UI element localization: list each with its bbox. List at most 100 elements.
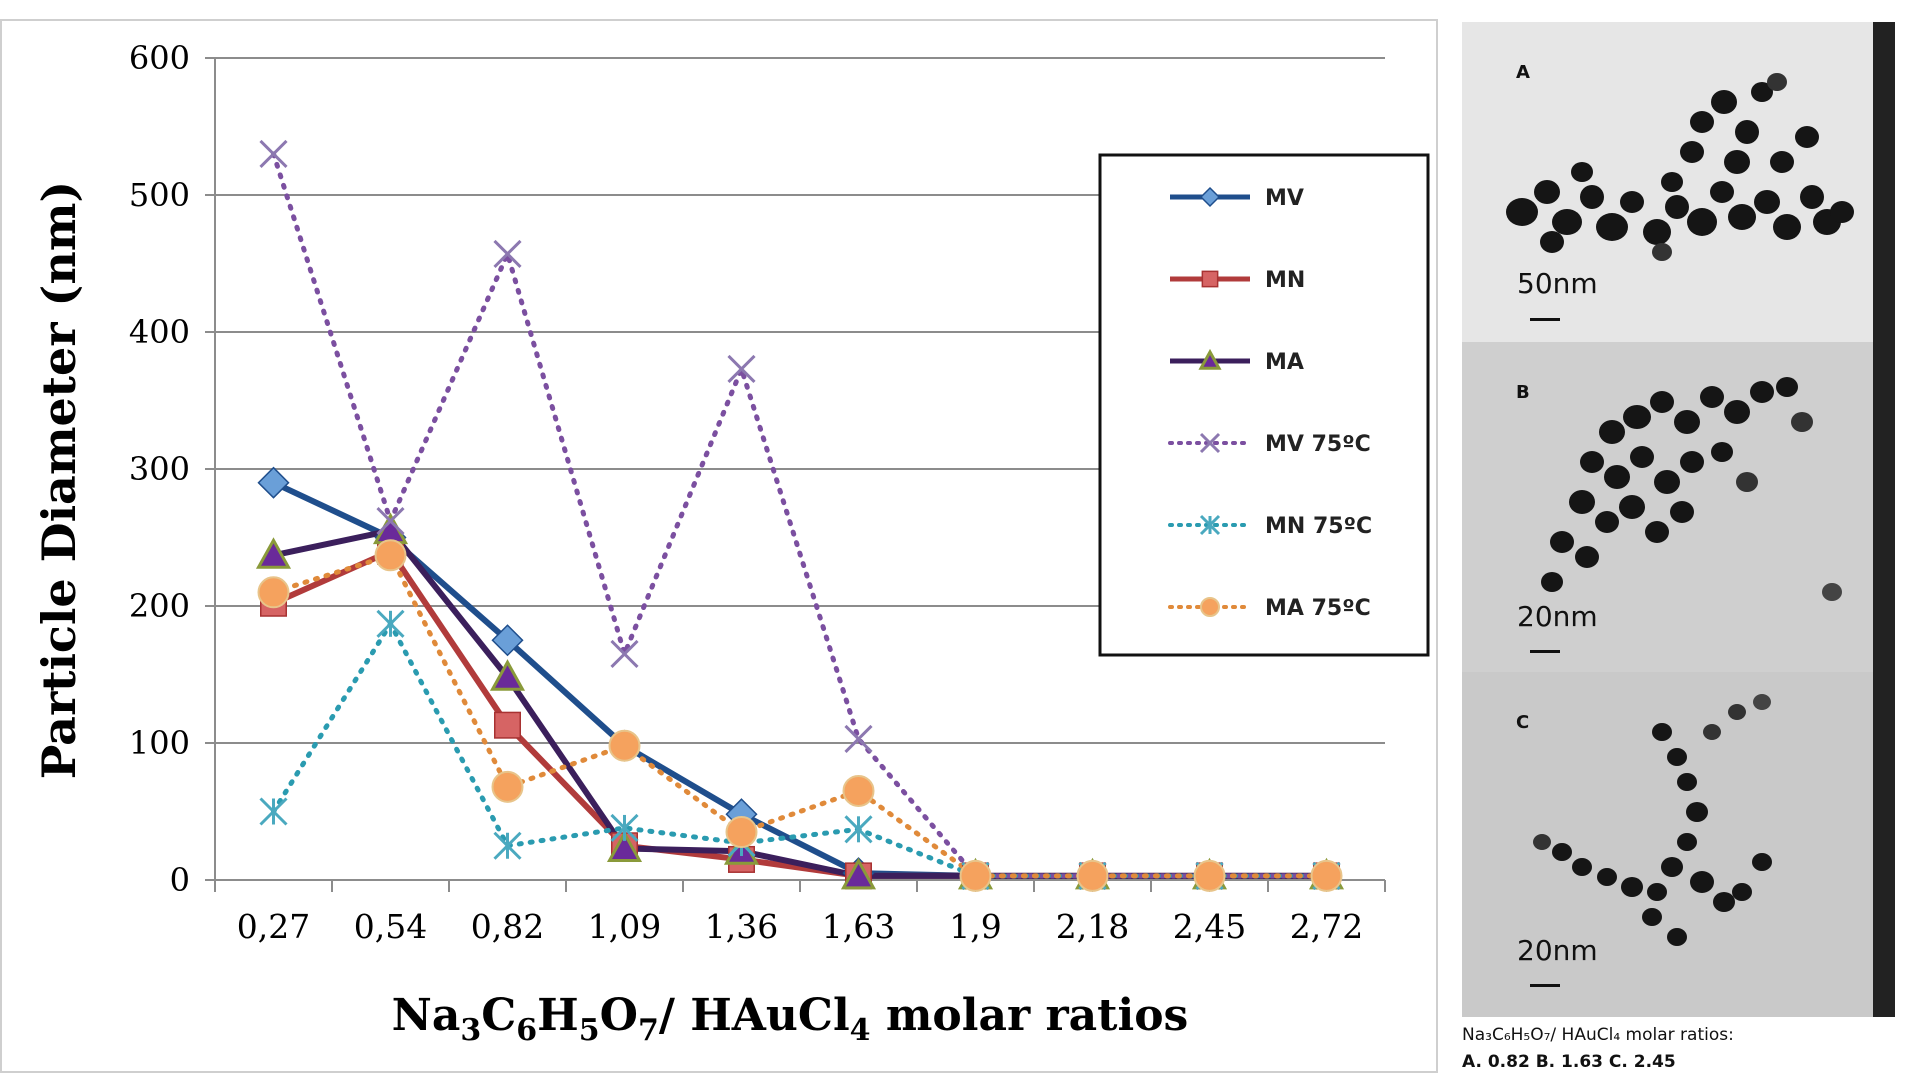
legend-swatch-marker [1201,270,1219,288]
data-point [840,857,877,890]
nanoparticle [1711,442,1733,462]
marker-shape [608,729,641,762]
nanoparticle [1597,868,1617,886]
legend-swatch-marker [1198,348,1222,370]
data-point [844,815,873,844]
particles-c [1533,694,1772,946]
marker-shape [1310,859,1343,892]
x-axis-label-part: C [481,990,516,1041]
scale-bar-a [1530,318,1560,321]
data-point [842,774,875,807]
marker-shape [374,539,407,572]
legend-box [1098,153,1430,657]
nanoparticle [1652,723,1672,741]
nanoparticle [1661,172,1683,192]
data-point [727,354,756,384]
marker-shape [1200,597,1220,617]
tem-letter-a: A [1516,62,1530,83]
marker-shape [257,466,290,499]
x-tick-label: 1,63 [822,907,895,946]
nanoparticle [1795,126,1819,148]
nanoparticle [1596,213,1628,241]
tem-caption-line1: Na₃C₆H₅O₇/ HAuCl₄ molar ratios: [1462,1025,1734,1045]
scale-label-c: 20nm [1517,934,1598,967]
nanoparticle [1776,377,1798,397]
legend-label: MN 75ºC [1265,514,1372,539]
marker-shape [491,624,524,657]
nanoparticle [1571,162,1593,182]
nanoparticle [1647,883,1667,901]
nanoparticle [1752,853,1772,871]
data-point [725,816,758,849]
marker-stroke [727,354,756,384]
data-point [259,139,288,168]
data-point [376,609,405,638]
marker-shape [842,774,875,807]
nanoparticle [1643,219,1671,245]
nanoparticle [1687,208,1717,236]
nanoparticle [1540,231,1564,253]
nanoparticle [1506,198,1538,226]
x-axis-label-part: O [600,990,638,1041]
nanoparticle [1620,191,1644,213]
scale-label-b: 20nm [1517,600,1598,633]
marker-shape [1199,186,1221,208]
y-tick-label: 600 [129,39,190,77]
legend-label: MN [1265,268,1305,293]
y-tick-label: 300 [129,450,190,488]
nanoparticle [1800,185,1824,209]
x-axis-label-part: Na [392,990,461,1041]
data-point [257,466,290,499]
x-axis-label-part: 6 [516,1013,537,1048]
marker-shape [255,537,292,569]
nanoparticle [1604,465,1630,489]
y-tick-label: 0 [170,861,190,899]
tem-image-b: B 20nm [1462,342,1895,672]
nanoparticle [1773,214,1801,240]
x-tick-label: 2,18 [1056,907,1129,946]
x-tick-label: 0,82 [471,907,544,946]
x-axis-label-part: 4 [850,1013,871,1048]
nanoparticle [1680,141,1704,163]
nanoparticle [1667,928,1687,946]
nanoparticle [1665,195,1689,219]
nanoparticle [1650,391,1674,413]
legend-swatch-marker [1199,514,1221,536]
tem-micrographs: A 50nm B 20nm C 20nm Na₃C₆H₅O₇/ HAuCl₄ m… [1452,22,1900,1075]
nanoparticle [1728,704,1746,720]
marker-shape [725,816,758,849]
marker-shape [959,859,992,892]
legend-label: MV [1265,186,1304,211]
marker-shape [840,857,877,890]
nanoparticle [1680,451,1704,473]
nanoparticle [1674,410,1700,434]
y-tick-label: 400 [129,313,190,351]
x-axis-label-part: molar ratios [871,990,1189,1041]
x-tick-label: 1,09 [588,907,661,946]
scale-bar-b [1530,650,1560,653]
data-point [257,576,290,609]
marker-shape [489,659,526,691]
x-axis-label-part: 3 [460,1013,481,1048]
nanoparticle [1677,773,1697,791]
marker-stroke [610,639,639,669]
nanoparticle [1642,908,1662,926]
nanoparticle [1754,190,1780,214]
x-tick-label: 1,36 [705,907,778,946]
nanoparticle [1595,511,1619,533]
nanoparticle [1770,151,1794,173]
nanoparticle [1623,405,1651,429]
film-edge [1873,22,1895,342]
nanoparticle [1728,204,1756,230]
nanoparticle [1791,412,1813,432]
nanoparticle [1750,381,1774,403]
nanoparticle [1645,521,1669,543]
x-tick-label: 2,45 [1173,907,1246,946]
data-point [493,239,522,268]
y-tick-label: 100 [129,724,190,762]
nanoparticle [1700,386,1724,408]
nanoparticle [1572,858,1592,876]
nanoparticle [1703,724,1721,740]
x-tick-label: 0,27 [237,907,310,946]
nanoparticle [1736,472,1758,492]
